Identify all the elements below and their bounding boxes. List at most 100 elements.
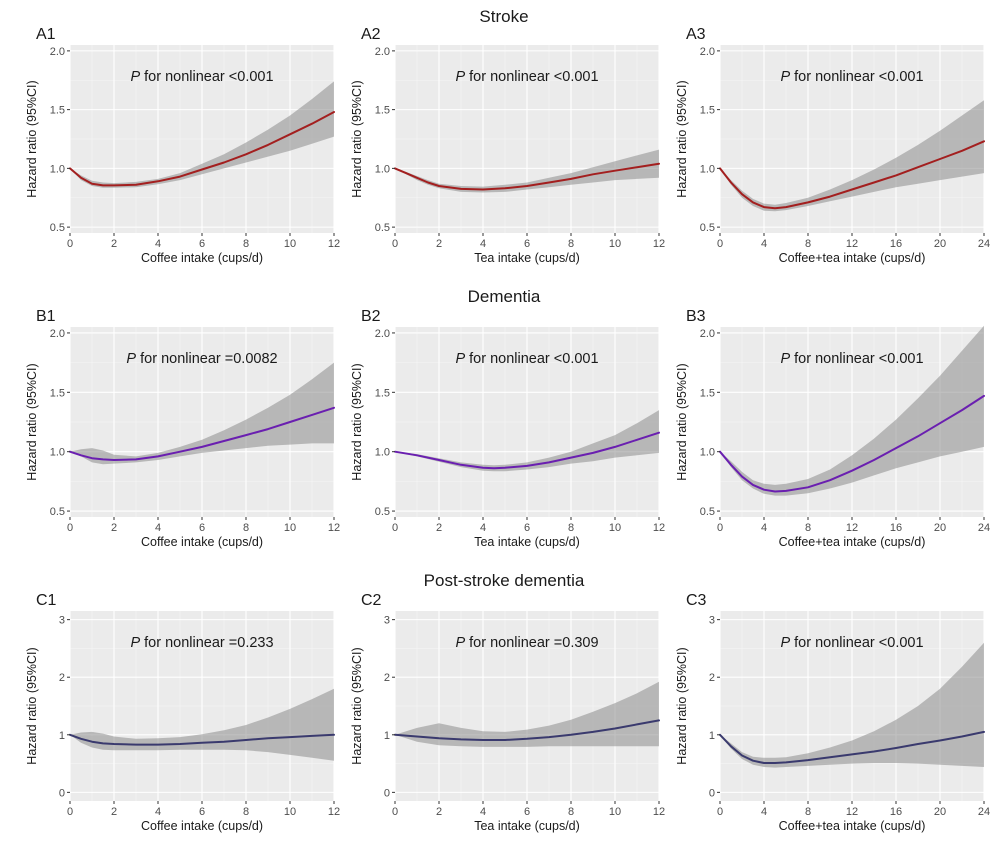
x-tick-label: 24 [978,522,990,534]
x-tick-label: 10 [609,522,621,534]
x-tick-label: 8 [805,238,811,250]
annotation-text: for nonlinear <0.001 [790,351,923,367]
annotation-p-symbol: P [130,69,140,85]
x-tick-label: 4 [761,806,767,818]
confidence-band-b1 [70,362,334,465]
y-tick-label: 0 [709,787,715,799]
annotation-text: for nonlinear =0.0082 [136,351,277,367]
x-tick-label: 6 [199,238,205,250]
x-tick-label: 6 [199,806,205,818]
x-axis-title: Coffee intake (cups/d) [141,819,263,833]
x-tick-label: 24 [978,806,990,818]
hazard-ratio-line-b1 [69,406,335,461]
axis-ticks: 0 2 4 6 8 10 12 0.5 1.0 1.5 2.0 [50,328,340,534]
nonlinearity-annotation: P for nonlinear =0.233 [130,635,273,651]
x-tick-label: 12 [653,806,665,818]
y-tick-label: 1.5 [375,387,390,399]
panel-label-a3: A3 [686,26,706,43]
confidence-band-b3 [720,325,984,496]
y-tick-label: 2.0 [700,328,715,340]
x-tick-label: 12 [328,522,340,534]
x-tick-label: 12 [846,522,858,534]
x-tick-label: 2 [436,238,442,250]
x-tick-label: 12 [846,806,858,818]
annotation-p-symbol: P [780,351,790,367]
x-tick-label: 2 [436,806,442,818]
y-tick-label: 0.5 [700,506,715,518]
y-tick-label: 3 [709,615,715,627]
x-tick-label: 16 [890,522,902,534]
x-tick-label: 0 [392,522,398,534]
annotation-p-symbol: P [455,635,465,651]
panel-b2: 0 2 4 6 8 10 12 0.5 1.0 1.5 2.0 B2 P for nonlinear <… [350,308,665,549]
x-tick-label: 4 [480,238,486,250]
x-tick-label: 24 [978,238,990,250]
y-tick-label: 2.0 [700,46,715,58]
y-tick-label: 1.0 [375,447,390,459]
y-tick-label: 1 [59,730,65,742]
y-tick-label: 1.0 [50,163,65,175]
y-tick-label: 1 [384,730,390,742]
x-axis-title: Tea intake (cups/d) [474,251,580,265]
y-tick-label: 1.0 [700,447,715,459]
y-tick-label: 2 [59,672,65,684]
panel-a1: 0 2 4 6 8 10 12 0.5 1.0 1.5 2.0 A1 P for nonlinear <… [25,26,340,265]
annotation-p-symbol: P [780,69,790,85]
x-tick-label: 10 [609,238,621,250]
x-tick-label: 12 [846,238,858,250]
x-tick-label: 4 [155,238,161,250]
annotation-text: for nonlinear <0.001 [465,351,598,367]
panel-label-c1: C1 [36,592,57,609]
x-tick-label: 20 [934,806,946,818]
panel-b1: 0 2 4 6 8 10 12 0.5 1.0 1.5 2.0 B1 P for nonlinear =… [25,308,340,549]
panel-a3: 0 4 8 12 16 20 24 0.5 1.0 1.5 2.0 A3 P for nonlinear… [675,26,990,265]
annotation-p-symbol: P [130,635,140,651]
panel-a2: 0 2 4 6 8 10 12 0.5 1.0 1.5 2.0 A2 P for nonlinear <… [350,26,665,265]
y-axis-title: Hazard ratio (95%CI) [25,80,39,197]
panel-b3: 0 4 8 12 16 20 24 0.5 1.0 1.5 2.0 B3 P for nonlinear… [675,308,990,549]
y-axis-title: Hazard ratio (95%CI) [675,80,689,197]
y-tick-label: 2.0 [50,328,65,340]
y-tick-label: 1.5 [375,105,390,117]
confidence-band-a3 [720,100,984,212]
x-tick-label: 6 [199,522,205,534]
major-gridlines [394,327,660,517]
y-tick-label: 0.5 [50,506,65,518]
x-tick-label: 0 [717,806,723,818]
annotation-text: for nonlinear <0.001 [465,69,598,85]
x-tick-label: 20 [934,522,946,534]
hazard-ratio-line-b3 [719,394,985,493]
row-title-post-stroke-dementia: Post-stroke dementia [424,571,585,590]
y-axis-title: Hazard ratio (95%CI) [675,363,689,480]
y-tick-label: 1.0 [700,163,715,175]
x-tick-label: 8 [568,522,574,534]
x-axis-title: Coffee intake (cups/d) [141,251,263,265]
x-tick-label: 2 [111,238,117,250]
x-axis-title: Coffee+tea intake (cups/d) [779,819,926,833]
x-tick-label: 8 [805,522,811,534]
y-tick-label: 0.5 [700,222,715,234]
axis-ticks: 0 2 4 6 8 10 12 0.5 1.0 1.5 2.0 [375,328,665,534]
axis-ticks: 0 2 4 6 8 10 12 0.5 1.0 1.5 2.0 [50,46,340,250]
y-tick-label: 3 [59,615,65,627]
x-tick-label: 0 [67,806,73,818]
panel-label-a2: A2 [361,26,381,43]
y-tick-label: 2.0 [375,46,390,58]
x-tick-label: 10 [284,238,296,250]
y-tick-label: 1.5 [700,387,715,399]
x-tick-label: 4 [761,238,767,250]
annotation-text: for nonlinear =0.233 [140,635,273,651]
annotation-p-symbol: P [455,69,465,85]
annotation-text: for nonlinear <0.001 [140,69,273,85]
panel-label-c2: C2 [361,592,382,609]
nonlinearity-annotation: P for nonlinear <0.001 [780,69,923,85]
hazard-ratio-line-c2 [394,719,660,741]
x-axis-title: Coffee intake (cups/d) [141,535,263,549]
x-tick-label: 0 [392,806,398,818]
x-tick-label: 6 [524,806,530,818]
confidence-band-c3 [720,642,984,768]
y-tick-label: 2.0 [375,328,390,340]
annotation-p-symbol: P [780,635,790,651]
